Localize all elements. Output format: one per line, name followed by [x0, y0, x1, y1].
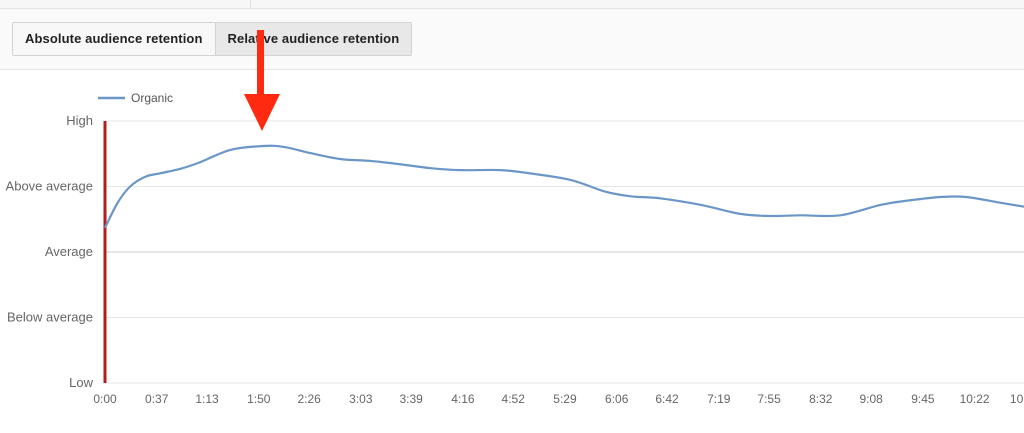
- relative-retention-button[interactable]: Relative audience retention: [214, 23, 412, 55]
- x-tick-label: 9:08: [859, 392, 883, 406]
- x-tick-label: 8:32: [809, 392, 833, 406]
- y-tick-label: Above average: [6, 179, 93, 194]
- x-tick-label: 9:45: [911, 392, 935, 406]
- y-tick-label: Low: [69, 375, 93, 390]
- y-tick-label: Average: [45, 244, 93, 259]
- top-bar: [0, 0, 1024, 9]
- red-arrow-icon: [244, 30, 280, 131]
- x-tick-label: 6:42: [655, 392, 679, 406]
- x-tick-label: 2:26: [297, 392, 321, 406]
- x-tick-label: 7:55: [757, 392, 781, 406]
- absolute-retention-button[interactable]: Absolute audience retention: [13, 23, 215, 55]
- retention-toggle-bar: Absolute audience retention Relative aud…: [0, 9, 1024, 70]
- divider: [250, 0, 251, 8]
- x-tick-label: 0:37: [145, 392, 169, 406]
- x-tick-label: 7:19: [707, 392, 731, 406]
- retention-toggle: Absolute audience retention Relative aud…: [12, 22, 413, 56]
- x-tick-label: 10:58: [1010, 392, 1024, 406]
- legend-label: Organic: [131, 91, 173, 105]
- x-tick-label: 10:22: [960, 392, 990, 406]
- arrow-shaft: [257, 30, 264, 98]
- arrow-head: [244, 94, 280, 131]
- x-tick-label: 3:03: [349, 392, 373, 406]
- x-tick-label: 0:00: [93, 392, 117, 406]
- x-tick-label: 5:29: [553, 392, 577, 406]
- x-tick-label: 1:13: [195, 392, 219, 406]
- x-tick-label: 1:50: [247, 392, 271, 406]
- y-tick-label: Below average: [7, 310, 93, 325]
- x-tick-label: 3:39: [400, 392, 424, 406]
- x-tick-label: 6:06: [605, 392, 629, 406]
- x-tick-label: 4:52: [502, 392, 526, 406]
- x-tick-label: 4:16: [451, 392, 475, 406]
- y-tick-label: High: [66, 113, 93, 128]
